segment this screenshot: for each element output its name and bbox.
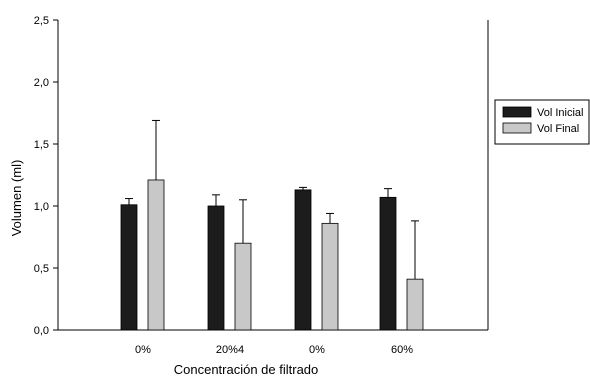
bar-vol-inicial bbox=[207, 205, 225, 331]
x-tick-label: 20%4 bbox=[216, 344, 244, 356]
legend: Vol Inicial Vol Final bbox=[494, 99, 590, 145]
legend-box bbox=[494, 99, 590, 145]
y-axis: 0,0 0,5 1,0 1,5 2,0 2,5 bbox=[34, 15, 489, 337]
y-axis-title: Volumen (ml) bbox=[9, 160, 24, 237]
x-axis-title: Concentración de filtrado bbox=[174, 362, 319, 377]
bar-vol-final bbox=[234, 242, 252, 331]
legend-label-vol-inicial: Vol Inicial bbox=[537, 107, 583, 119]
legend-label-vol-final: Vol Final bbox=[537, 123, 579, 135]
y-tick-label: 0,5 bbox=[34, 263, 49, 275]
x-tick-label: 0% bbox=[135, 344, 151, 356]
y-tick-label: 0,0 bbox=[34, 325, 49, 337]
x-axis: 0% 20%4 0% 60% bbox=[58, 329, 488, 356]
y-tick-label: 1,0 bbox=[34, 201, 49, 213]
error-bars bbox=[125, 119, 419, 280]
bar-vol-inicial bbox=[379, 196, 397, 331]
x-tick-label: 0% bbox=[309, 344, 325, 356]
bar-vol-final bbox=[406, 278, 424, 331]
bars bbox=[120, 179, 424, 331]
y-tick-label: 2,5 bbox=[34, 15, 49, 27]
legend-swatch-vol-inicial bbox=[502, 106, 532, 118]
x-tick-label: 60% bbox=[391, 344, 413, 356]
bar-vol-inicial bbox=[120, 204, 138, 331]
bar-vol-final bbox=[147, 179, 165, 331]
bar-vol-inicial bbox=[294, 189, 312, 331]
y-tick-label: 1,5 bbox=[34, 139, 49, 151]
y-tick-label: 2,0 bbox=[34, 77, 49, 89]
bar-vol-final bbox=[321, 222, 339, 331]
legend-swatch-vol-final bbox=[502, 122, 532, 134]
